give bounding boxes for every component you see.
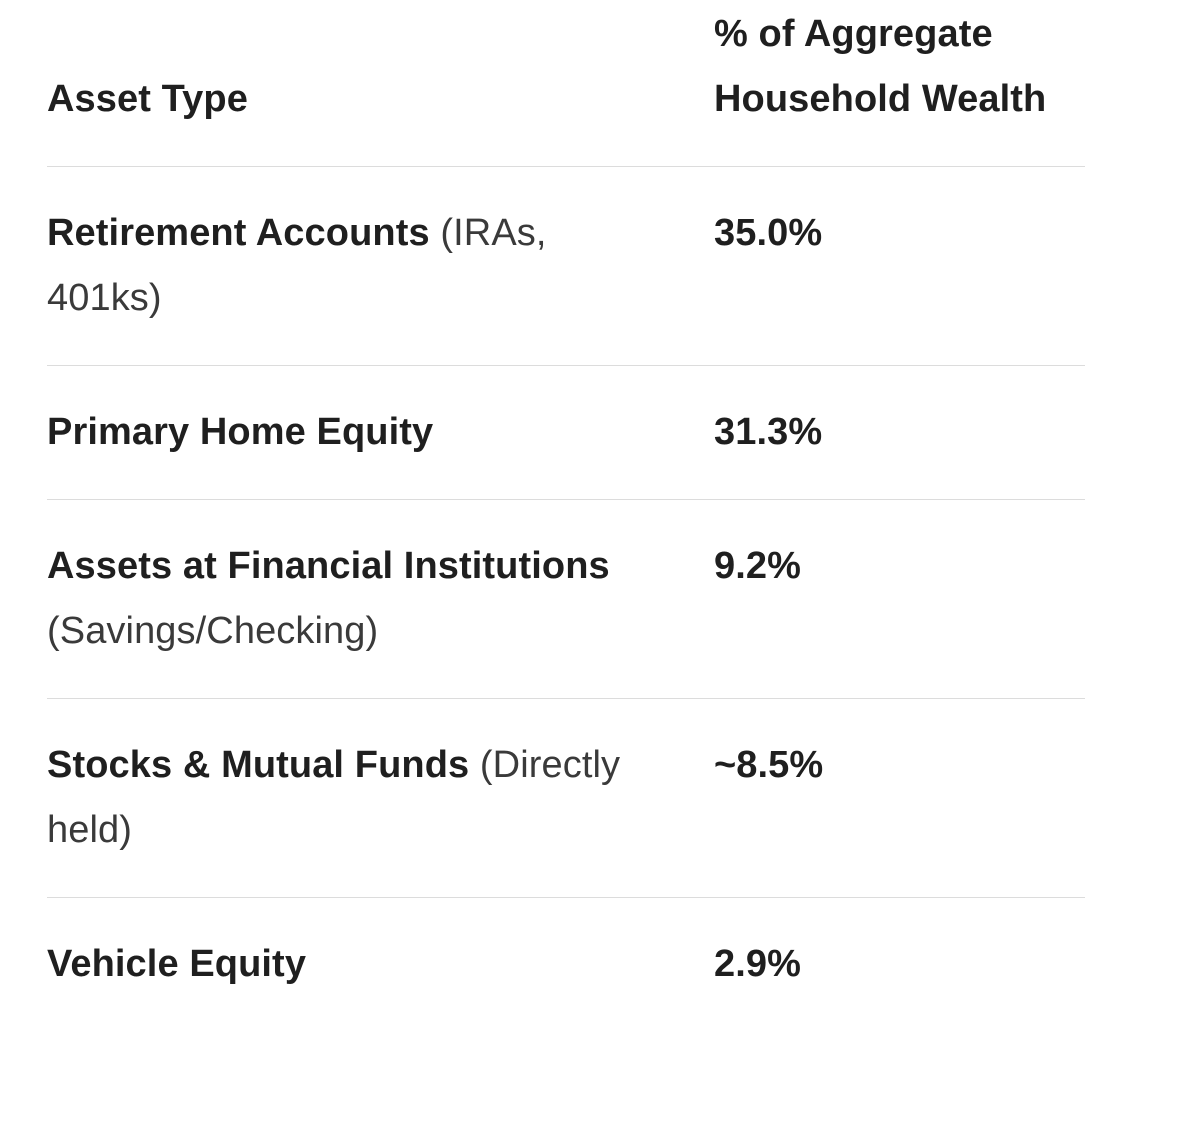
table-row: Primary Home Equity 31.3% xyxy=(47,365,1085,500)
percent-value: 2.9% xyxy=(714,943,802,985)
asset-name: Primary Home Equity xyxy=(47,411,434,453)
asset-note: (Savings/Checking) xyxy=(47,610,379,652)
asset-cell: Assets at Financial Institutions (Saving… xyxy=(47,499,714,699)
table-row: Retirement Accounts (IRAs, 401ks) 35.0% xyxy=(47,166,1085,366)
header-percent-wealth: % of Aggregate Household Wealth xyxy=(714,0,1085,167)
asset-wealth-table: Asset Type % of Aggregate Household Weal… xyxy=(47,0,1085,1031)
table-row: Assets at Financial Institutions (Saving… xyxy=(47,499,1085,699)
percent-value: ~8.5% xyxy=(714,698,1085,898)
asset-name: Stocks & Mutual Funds xyxy=(47,744,470,786)
table-header: Asset Type % of Aggregate Household Weal… xyxy=(47,0,1085,167)
header-asset-type: Asset Type xyxy=(47,0,714,167)
asset-note: (IRAs, 401ks) xyxy=(47,212,547,319)
asset-note: (Directly held) xyxy=(47,744,621,851)
asset-cell: Retirement Accounts (IRAs, 401ks) xyxy=(47,166,714,366)
percent-value: 31.3% xyxy=(714,365,1085,500)
header-row: Asset Type % of Aggregate Household Weal… xyxy=(47,0,1085,167)
percent-value: 35.0% xyxy=(714,166,1085,366)
table-row: Vehicle Equity 2.9% xyxy=(47,898,1085,1032)
table-body: Retirement Accounts (IRAs, 401ks) 35.0% … xyxy=(47,166,1085,1032)
table-row: Stocks & Mutual Funds (Directly held) ~8… xyxy=(47,698,1085,898)
asset-cell: Stocks & Mutual Funds (Directly held) xyxy=(47,698,714,898)
wealth-table-container: Asset Type % of Aggregate Household Weal… xyxy=(47,0,1085,1031)
asset-cell: Vehicle Equity xyxy=(47,898,714,1032)
asset-name: Retirement Accounts xyxy=(47,212,430,254)
asset-name: Assets at Financial Institutions xyxy=(47,545,610,587)
asset-cell: Primary Home Equity xyxy=(47,365,714,500)
asset-name: Vehicle Equity xyxy=(47,943,307,985)
percent-value: 9.2% xyxy=(714,499,1085,699)
